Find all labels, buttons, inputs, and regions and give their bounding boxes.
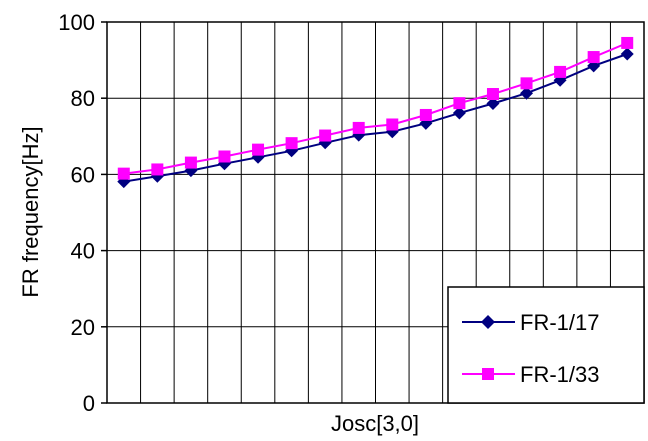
data-point xyxy=(620,47,634,61)
legend-label-2: FR-1/33 xyxy=(520,362,599,387)
data-point xyxy=(587,51,600,64)
legend-item-1: FR-1/17 xyxy=(462,310,599,335)
data-point xyxy=(587,59,601,73)
data-point xyxy=(285,137,298,150)
data-point xyxy=(184,156,197,169)
series-line xyxy=(123,42,628,175)
legend: FR-1/17 FR-1/33 xyxy=(447,286,645,404)
legend-marker-1 xyxy=(481,315,495,329)
plot-border xyxy=(106,21,645,404)
data-point xyxy=(218,150,231,163)
x-axis-label: Josc[3,0] xyxy=(331,411,419,436)
data-point xyxy=(151,163,164,176)
series-line xyxy=(123,53,628,183)
data-point xyxy=(554,65,567,78)
data-point xyxy=(486,88,499,101)
legend-label-1: FR-1/17 xyxy=(520,310,599,335)
data-point xyxy=(486,97,500,111)
y-tick-label: 0 xyxy=(83,391,95,416)
data-point xyxy=(252,143,265,156)
series-layer xyxy=(117,36,634,189)
data-point xyxy=(117,167,130,180)
legend-item-2: FR-1/33 xyxy=(462,362,599,387)
data-point xyxy=(453,97,466,110)
data-point xyxy=(520,86,534,100)
data-point xyxy=(419,108,432,121)
y-tick-label: 100 xyxy=(58,10,95,35)
data-point xyxy=(386,118,399,131)
data-point xyxy=(452,106,466,120)
y-axis-ticks: 0 20 40 60 80 100 xyxy=(58,10,107,416)
data-point xyxy=(352,121,365,134)
data-point xyxy=(621,36,634,49)
y-tick-label: 80 xyxy=(71,86,95,111)
y-tick-label: 20 xyxy=(71,315,95,340)
legend-marker-2 xyxy=(482,368,494,380)
legend-box xyxy=(447,286,645,404)
data-point xyxy=(520,77,533,90)
data-point xyxy=(319,129,332,142)
y-tick-label: 40 xyxy=(71,239,95,264)
y-tick-label: 60 xyxy=(71,162,95,187)
y-axis-label: FR frequency[Hz] xyxy=(18,126,43,297)
series-2 xyxy=(117,36,634,180)
